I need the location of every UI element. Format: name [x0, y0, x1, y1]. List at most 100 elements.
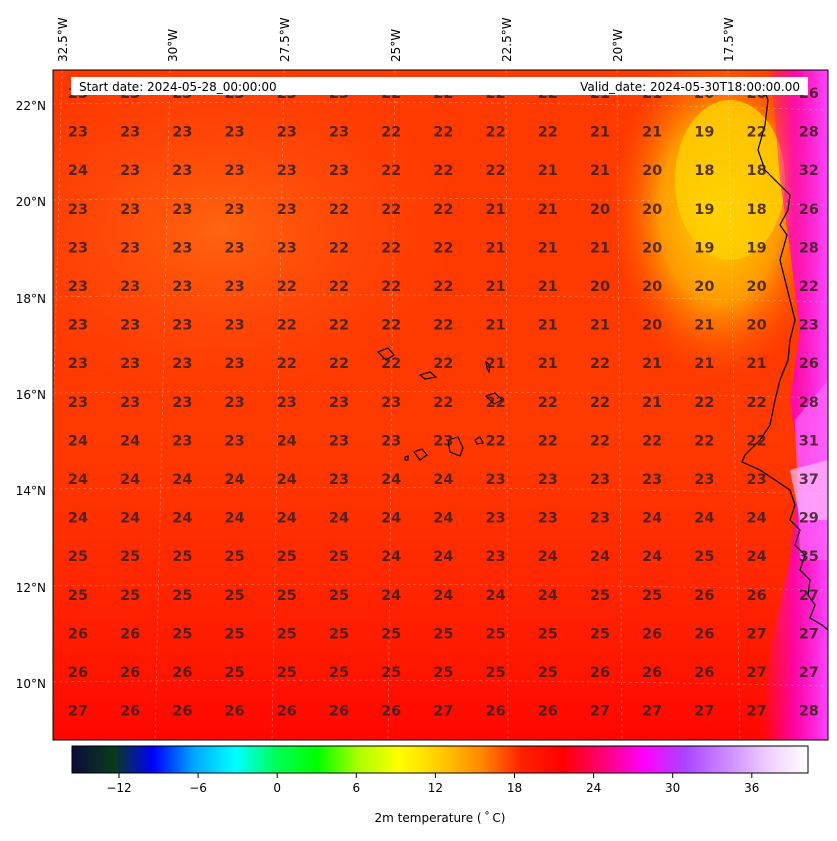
- grid-value: 21: [590, 240, 610, 256]
- lat-label-18n: 18°N: [16, 292, 46, 306]
- grid-value: 21: [642, 356, 662, 372]
- grid-value: 26: [329, 704, 349, 720]
- grid-value: 27: [433, 704, 453, 720]
- grid-value: 26: [277, 704, 297, 720]
- grid-value: 23: [381, 433, 401, 449]
- grid-value: 18: [694, 163, 714, 179]
- grid-value: 22: [433, 125, 453, 141]
- grid-value: 24: [225, 472, 245, 488]
- grid-value: 23: [225, 279, 245, 295]
- colorbar-ticks: −12 −6 0 6 12 18 24 30 36: [106, 773, 759, 795]
- lat-label-22n: 22°N: [16, 99, 46, 113]
- grid-value: 25: [642, 588, 662, 604]
- grid-value: 35: [799, 549, 819, 565]
- grid-value: 25: [68, 588, 88, 604]
- grid-value: 21: [694, 356, 714, 372]
- colorbar-tick-label: 30: [665, 781, 680, 795]
- grid-value: 23: [172, 240, 192, 256]
- grid-value: 22: [433, 240, 453, 256]
- grid-value: 23: [329, 472, 349, 488]
- grid-value: 26: [120, 626, 140, 642]
- grid-value: 24: [381, 472, 401, 488]
- grid-value: 24: [433, 549, 453, 565]
- grid-value: 25: [590, 588, 610, 604]
- lat-label-10n: 10°N: [16, 677, 46, 691]
- grid-value: 18: [747, 163, 767, 179]
- grid-value: 22: [747, 125, 767, 141]
- grid-value: 21: [538, 240, 558, 256]
- lat-label-20n: 20°N: [16, 195, 46, 209]
- lon-label-22-5w: 22.5°W: [500, 17, 514, 62]
- grid-value: 24: [381, 588, 401, 604]
- grid-value: 21: [642, 395, 662, 411]
- grid-value: 25: [486, 626, 506, 642]
- grid-value: 23: [433, 433, 453, 449]
- grid-value: 22: [538, 395, 558, 411]
- grid-value: 25: [538, 665, 558, 681]
- grid-value: 22: [486, 163, 506, 179]
- grid-value: 32: [799, 163, 819, 179]
- grid-value: 25: [172, 626, 192, 642]
- grid-value: 24: [120, 433, 140, 449]
- grid-value: 22: [433, 163, 453, 179]
- grid-value: 20: [642, 163, 662, 179]
- grid-value: 25: [277, 549, 297, 565]
- grid-value: 24: [120, 511, 140, 527]
- grid-value: 24: [433, 588, 453, 604]
- grid-value: 24: [433, 511, 453, 527]
- grid-value: 22: [486, 395, 506, 411]
- lat-label-14n: 14°N: [16, 484, 46, 498]
- grid-value: 26: [747, 588, 767, 604]
- grid-value: 23: [277, 125, 297, 141]
- grid-value: 24: [538, 549, 558, 565]
- grid-value: 26: [225, 704, 245, 720]
- grid-value: 23: [590, 472, 610, 488]
- grid-value: 26: [642, 626, 662, 642]
- grid-value: 23: [172, 356, 192, 372]
- colorbar-tick-label: 18: [507, 781, 522, 795]
- grid-value: 27: [799, 626, 819, 642]
- grid-value: 20: [747, 318, 767, 334]
- grid-value: 22: [433, 202, 453, 218]
- grid-value: 25: [120, 588, 140, 604]
- grid-value: 23: [172, 202, 192, 218]
- grid-value: 27: [747, 626, 767, 642]
- temperature-field: [53, 70, 828, 740]
- cape-verde-islands: [377, 347, 503, 461]
- grid-value: 26: [694, 665, 714, 681]
- grid-value: 27: [799, 588, 819, 604]
- grid-value: 23: [277, 395, 297, 411]
- grid-value: 21: [486, 356, 506, 372]
- grid-value: 22: [381, 202, 401, 218]
- grid-value: 26: [120, 665, 140, 681]
- grid-value: 28: [799, 395, 819, 411]
- grid-value: 22: [329, 356, 349, 372]
- grid-value: 23: [225, 318, 245, 334]
- grid-value: 22: [277, 318, 297, 334]
- grid-value: 22: [381, 318, 401, 334]
- africa-coastline: [741, 79, 828, 631]
- grid-value: 23: [120, 163, 140, 179]
- grid-value: 22: [486, 433, 506, 449]
- grid-value: 25: [329, 665, 349, 681]
- grid-value: 25: [277, 665, 297, 681]
- grid-value: 24: [642, 549, 662, 565]
- grid-value: 22: [694, 433, 714, 449]
- grid-value: 23: [68, 356, 88, 372]
- grid-value: 25: [538, 626, 558, 642]
- lon-label-30w: 30°W: [166, 29, 180, 62]
- grid-value: 23: [486, 472, 506, 488]
- grid-value: 23: [329, 163, 349, 179]
- grid-value: 22: [799, 279, 819, 295]
- grid-value: 26: [799, 202, 819, 218]
- grid-value: 25: [329, 549, 349, 565]
- lat-label-12n: 12°N: [16, 581, 46, 595]
- lat-label-16n: 16°N: [16, 388, 46, 402]
- grid-value: 19: [694, 240, 714, 256]
- grid-value: 27: [642, 704, 662, 720]
- grid-value: 27: [590, 704, 610, 720]
- colorbar-tick-label: 12: [428, 781, 443, 795]
- grid-value: 23: [225, 163, 245, 179]
- grid-value: 23: [172, 279, 192, 295]
- grid-value: 20: [642, 240, 662, 256]
